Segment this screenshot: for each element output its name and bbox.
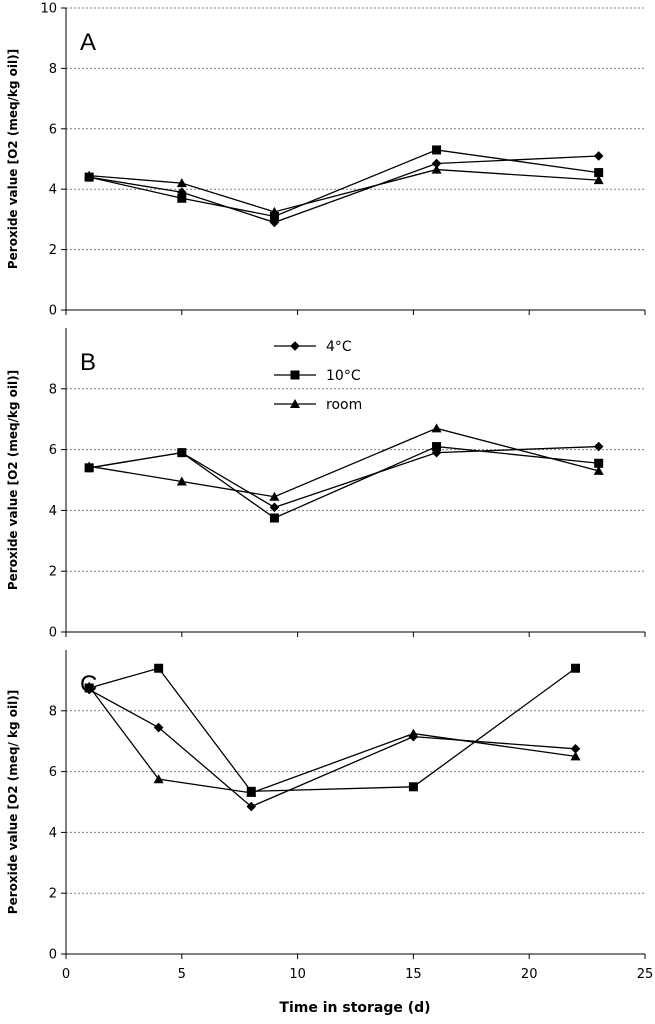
data-point-triangle: [269, 491, 280, 501]
data-point-triangle: [593, 465, 604, 475]
y-tick-label: 6: [49, 122, 57, 137]
data-point-triangle: [431, 423, 442, 433]
y-tick-label: 8: [49, 62, 57, 77]
data-point-triangle: [593, 175, 604, 185]
y-axis-label: Peroxide value [O2 (meq/ kg oil)]: [6, 690, 20, 914]
data-point-diamond: [570, 744, 581, 754]
legend-marker-square: [290, 370, 300, 380]
data-point-diamond: [593, 151, 604, 161]
data-point-diamond: [269, 217, 280, 228]
panel-label: A: [80, 29, 96, 56]
legend-label: 10°C: [326, 368, 361, 384]
series-line-triangle: [89, 168, 599, 213]
y-axis-label: Peroxide value [O2 (meq/kg oil)]: [6, 49, 20, 269]
x-tick-label: 25: [637, 967, 654, 982]
x-tick-label: 10: [289, 967, 306, 982]
panel-a: 0 2 4 6 8 10 Peroxide value [O2 (meq/kg oil)] A: [6, 2, 646, 319]
data-point-diamond: [431, 158, 442, 169]
x-tick-label: 5: [178, 967, 186, 982]
y-tick-label: 8: [49, 382, 57, 397]
data-point-triangle: [153, 774, 164, 784]
y-tick-label: 10: [40, 2, 57, 17]
data-point-diamond: [246, 801, 257, 812]
data-point-square: [269, 513, 279, 523]
data-point-square: [154, 663, 164, 673]
data-point-square: [177, 193, 187, 203]
y-tick-label: 4: [49, 826, 57, 841]
data-point-square: [269, 211, 279, 221]
x-tick-label: 20: [521, 967, 538, 982]
x-tick-label: 15: [405, 967, 422, 982]
series-line-triangle: [89, 427, 599, 498]
y-tick-label: 2: [49, 565, 57, 580]
y-tick-label: 2: [49, 887, 57, 902]
legend: 4°C 10°C room: [274, 339, 362, 413]
y-tick-label: 0: [49, 304, 57, 319]
y-axis-label: Peroxide value [O2 (meq/kg oil)]: [6, 370, 20, 590]
data-point-square: [594, 168, 604, 178]
panel-b: 0 2 4 6 8 Peroxide value [O2 (meq/kg oil)] B 4°…: [6, 328, 646, 641]
data-point-triangle: [176, 476, 187, 486]
data-point-triangle: [570, 751, 581, 761]
panel-label: B: [80, 349, 96, 376]
x-axis-label: Time in storage (d): [279, 1000, 430, 1016]
y-tick-label: 6: [49, 765, 57, 780]
data-point-diamond: [153, 722, 164, 733]
y-tick-label: 0: [49, 626, 57, 641]
data-point-square: [594, 458, 604, 468]
data-point-triangle: [408, 728, 419, 738]
legend-label: room: [326, 397, 362, 413]
data-point-triangle: [431, 164, 442, 174]
data-point-diamond: [431, 447, 442, 458]
legend-label: 4°C: [326, 339, 352, 355]
data-point-triangle: [246, 787, 257, 797]
series-line-square: [89, 445, 599, 519]
y-tick-label: 4: [49, 183, 57, 198]
y-tick-label: 6: [49, 443, 57, 458]
x-tick-label: 0: [62, 967, 70, 982]
y-tick-label: 4: [49, 504, 57, 519]
data-point-triangle: [176, 178, 187, 188]
data-point-diamond: [269, 502, 280, 513]
y-tick-label: 8: [49, 704, 57, 719]
data-point-square: [571, 663, 581, 673]
data-point-triangle: [269, 206, 280, 216]
data-point-square: [432, 442, 442, 452]
y-tick-label: 2: [49, 243, 57, 258]
series-line-triangle: [88, 686, 576, 794]
data-point-square: [432, 145, 442, 155]
data-point-square: [408, 782, 418, 792]
data-point-diamond: [593, 441, 604, 452]
y-tick-label: 0: [49, 948, 57, 963]
data-point-triangle: [84, 461, 95, 471]
data-point-square: [177, 448, 187, 458]
data-point-triangle: [84, 681, 95, 691]
legend-marker-triangle: [290, 399, 300, 408]
panel-c: 0 2 4 6 8 0 5 10 15 20 25 Peroxide value [O2 (meq/ …: [6, 650, 653, 1016]
data-point-triangle: [84, 170, 95, 180]
legend-marker-diamond: [290, 341, 300, 351]
